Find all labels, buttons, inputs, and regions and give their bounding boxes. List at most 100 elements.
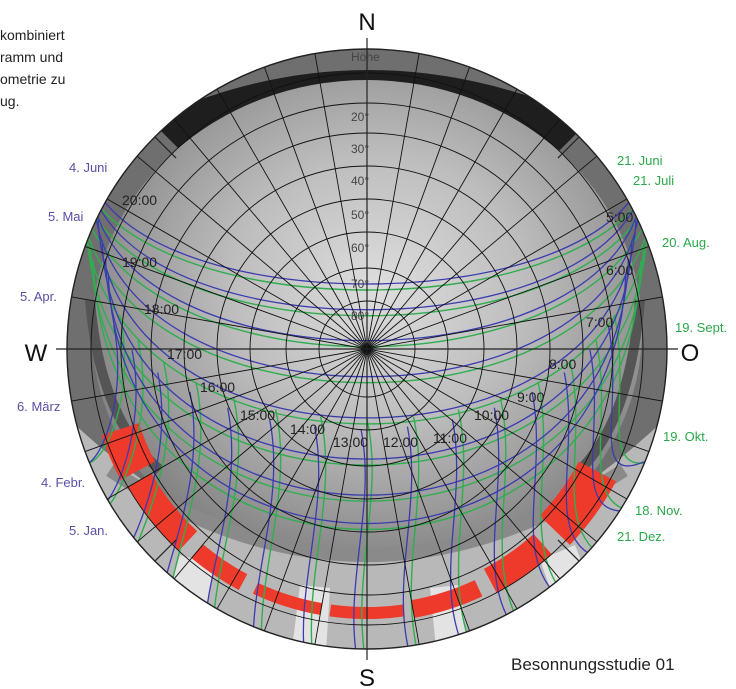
date-label-right: 18. Nov. [635,503,682,518]
azimuth-spoke [216,88,368,350]
date-label-right: 19. Okt. [663,429,709,444]
hour-curve [531,391,557,596]
direction-north: N [358,9,375,36]
azimuth-spoke [366,53,420,350]
azimuth-spoke [366,348,663,402]
shading-segment [127,473,198,551]
azimuth-spoke [366,118,561,350]
hour-curve [302,426,320,649]
azimuth-spoke [84,348,368,453]
hour-curve [563,372,594,557]
azimuth-spoke [366,198,628,350]
altitude-label: 80° [351,309,369,323]
hour-label: 12:00 [383,434,418,450]
hour-curve [131,362,170,557]
date-labels-left: 4. Juni 5. Mai 5. Apr. 6. März 4. Febr. … [17,160,108,538]
azimuth-spoke [84,245,368,350]
azimuth-spoke [366,348,518,610]
altitude-label: 50° [351,208,369,222]
hour-label: 16:00 [200,379,235,395]
hour-curve [589,349,624,512]
azimuth-spoke [106,198,368,350]
hour-label: 17:00 [167,346,202,362]
hour-label: 9:00 [517,389,544,405]
date-label-right: 20. Aug. [662,235,710,250]
azimuth-spoke [366,348,561,580]
hour-curve [168,381,202,596]
azimuth-spoke [366,348,420,645]
altitude-label: 70° [351,277,369,291]
hour-curve [252,419,275,649]
altitude-label: 30° [351,142,369,156]
hour-curve [537,381,565,596]
date-label-right: 21. Juni [617,153,663,168]
azimuth-spoke [173,348,368,580]
azimuth-spoke [71,348,368,402]
azimuth-spoke [366,348,471,632]
altitude-label: 20° [351,110,369,124]
azimuth-spoke [366,66,471,350]
shading-segment [539,461,616,545]
azimuth-spoke [366,348,650,453]
date-label-left: 5. Apr. [20,289,57,304]
date-label-left: 6. März [17,399,60,414]
hour-label: 18:00 [144,301,179,317]
date-label-left: 5. Mai [48,209,84,224]
azimuth-spoke [173,118,368,350]
azimuth-spoke [366,348,628,500]
hour-curve [457,409,474,649]
cardinal-axes [56,38,678,660]
azimuth-spoke [366,88,518,350]
date-label-left: 4. Juni [69,160,107,175]
hour-label: 20:00 [122,192,157,208]
shading-segment [191,544,248,591]
hour-label: 8:00 [549,356,576,372]
azimuth-spoke [263,348,368,632]
hour-label: 14:00 [290,421,325,437]
date-label-right: 21. Dez. [617,529,665,544]
direction-west: W [25,340,48,367]
altitude-label: 60° [351,241,369,255]
hour-label: 19:00 [122,254,157,270]
intro-text: kombiniert ramm und ometrie zu ug. [0,24,110,112]
hour-label: 6:00 [606,262,633,278]
hour-label: 5:00 [606,209,633,225]
azimuth-spoke [71,296,368,350]
hour-curve [353,428,366,649]
hour-label: 15:00 [240,407,275,423]
azimuth-spoke [136,155,368,350]
hour-curve [607,325,645,467]
shading-band [101,423,616,619]
intro-line: ometrie zu [0,71,66,87]
hour-labels: 5:00 6:00 7:00 8:00 9:00 10:00 11:00 12:… [122,192,633,450]
date-label-right: 19. Sept. [675,320,727,335]
footer-caption: Besonnungsstudie 01 [511,655,675,674]
azimuth-spoke [366,296,663,350]
hour-curve [310,416,327,649]
shading-segment [411,580,483,618]
azimuth-spoke [314,348,368,645]
date-label-right: 21. Juli [633,173,674,188]
direction-south: S [359,665,375,689]
hour-label: 7:00 [586,314,613,330]
hour-label: 10:00 [474,407,509,423]
azimuth-spoke [366,348,598,543]
hour-label: 13:00 [333,434,368,450]
date-label-left: 4. Febr. [41,475,85,490]
date-labels-right: 21. Juni 21. Juli 20. Aug. 19. Sept. 19.… [617,153,727,544]
hour-label: 11:00 [433,430,467,446]
altitude-label: 40° [351,174,369,188]
azimuth-spoke [216,348,368,610]
azimuth-spoke [136,348,368,543]
date-label-left: 5. Jan. [69,523,108,538]
hour-curve [569,362,602,557]
azimuth-spoke [106,348,368,500]
hour-curve [260,409,282,649]
direction-east: O [681,340,700,367]
intro-line: ug. [0,93,20,109]
hour-curve [613,315,653,464]
hour-curve [410,416,422,649]
altitude-labels: Höhe 20° 30° 40° 50° 60° 70° 80° [351,50,380,323]
intro-line: kombiniert [0,27,65,43]
